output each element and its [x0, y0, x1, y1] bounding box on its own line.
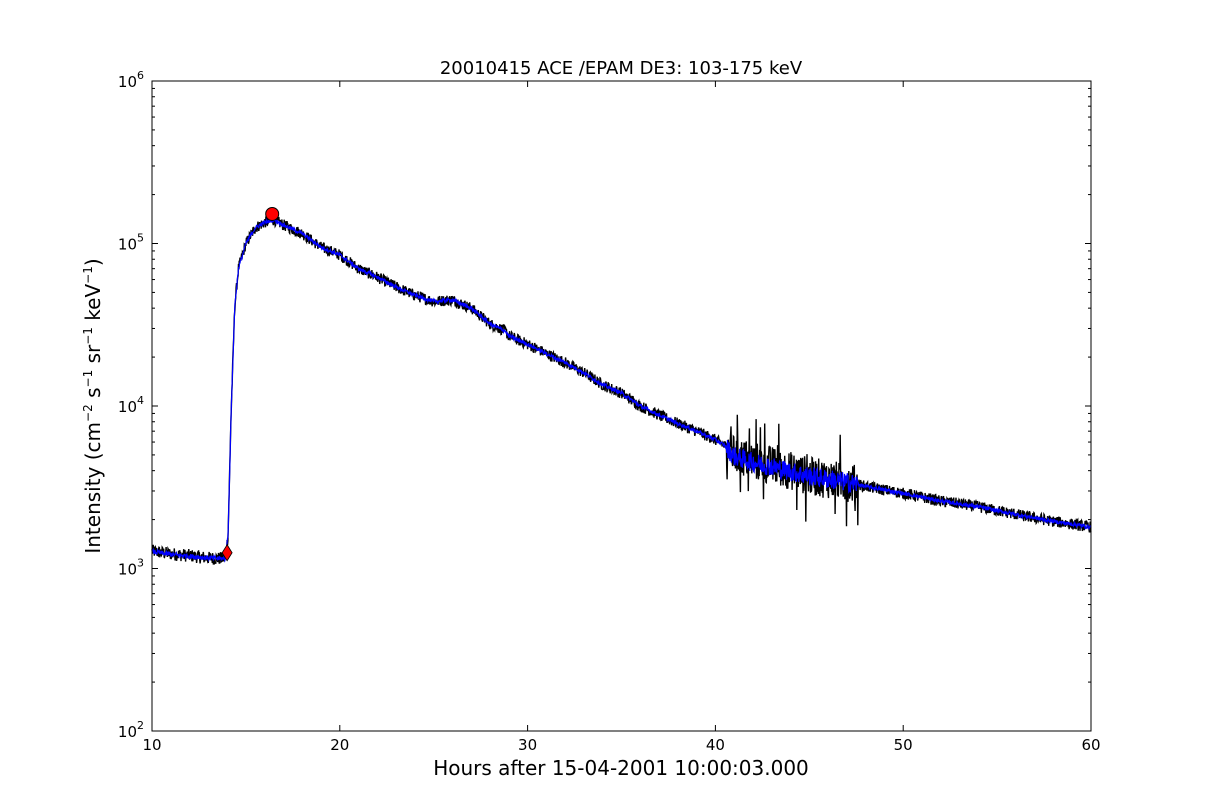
peak-marker — [265, 206, 280, 221]
plot-area — [151, 206, 1092, 566]
x-tick-label: 60 — [1081, 736, 1100, 754]
x-tick-label: 40 — [706, 736, 725, 754]
x-tick-label: 50 — [894, 736, 913, 754]
onset-marker — [221, 543, 233, 562]
y-axis-label: Intensity (cm−2 s−1 sr−1 keV−1) — [81, 258, 105, 553]
series-line-raw — [151, 215, 1092, 566]
y-tick-label: 104 — [118, 394, 144, 416]
y-tick-label: 106 — [118, 69, 144, 91]
y-tick-label: 102 — [118, 719, 144, 741]
x-tick-label: 30 — [518, 736, 537, 754]
x-axis: 10 20 30 40 50 60 — [142, 81, 1101, 754]
chart-title: 20010415 ACE /EPAM DE3: 103-175 keV — [440, 58, 803, 79]
series-line-smoothed — [151, 218, 1092, 563]
y-tick-label: 105 — [118, 232, 144, 254]
x-tick-label: 10 — [142, 736, 161, 754]
y-axis: 102 103 104 105 106 — [118, 69, 1091, 741]
x-tick-label: 20 — [330, 736, 349, 754]
plot-frame — [151, 80, 1092, 732]
y-tick-label: 103 — [118, 557, 144, 579]
x-axis-label: Hours after 15-04-2001 10:00:03.000 — [433, 756, 809, 780]
